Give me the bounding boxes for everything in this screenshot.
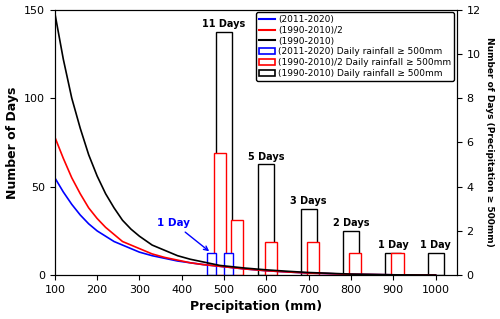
Text: 5 Days: 5 Days bbox=[248, 152, 284, 162]
Bar bbox=[207, 253, 216, 275]
Bar bbox=[307, 242, 319, 275]
Y-axis label: Number of Days (Precipitation ≥ 500mm): Number of Days (Precipitation ≥ 500mm) bbox=[486, 38, 494, 247]
X-axis label: Precipitation (mm): Precipitation (mm) bbox=[190, 300, 322, 314]
Bar bbox=[349, 253, 361, 275]
Text: 1 Day: 1 Day bbox=[378, 241, 408, 250]
Text: 11 Days: 11 Days bbox=[202, 19, 246, 29]
Text: 2 Days: 2 Days bbox=[332, 218, 369, 228]
Bar bbox=[300, 209, 316, 275]
Bar bbox=[258, 165, 274, 275]
Bar bbox=[428, 253, 444, 275]
Bar bbox=[216, 32, 232, 275]
Legend: (2011-2020), (1990-2010)/2, (1990-2010), (2011-2020) Daily rainfall ≥ 500mm, (19: (2011-2020), (1990-2010)/2, (1990-2010),… bbox=[256, 12, 454, 81]
Bar bbox=[230, 220, 243, 275]
Bar bbox=[343, 231, 359, 275]
Text: 3 Days: 3 Days bbox=[290, 196, 327, 206]
Text: 1 Day: 1 Day bbox=[420, 241, 451, 250]
Bar bbox=[214, 153, 226, 275]
Y-axis label: Number of Days: Number of Days bbox=[6, 86, 18, 198]
Text: 1 Day: 1 Day bbox=[157, 218, 208, 250]
Bar bbox=[392, 253, 404, 275]
Bar bbox=[385, 253, 402, 275]
Bar bbox=[264, 242, 276, 275]
Bar bbox=[224, 253, 232, 275]
